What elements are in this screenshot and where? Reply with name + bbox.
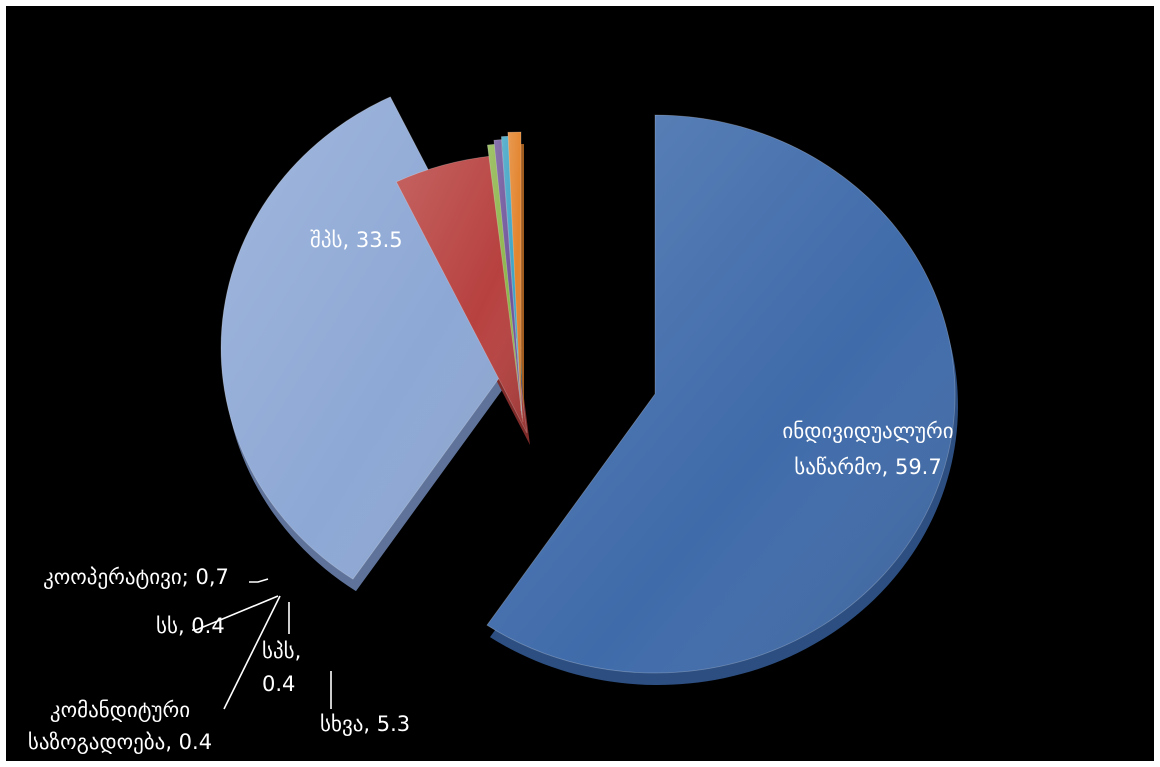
slice-shading [507, 132, 521, 411]
slice-shading [487, 144, 523, 422]
label-leader-line [249, 578, 269, 583]
pie-chart: ინდივიდუალური საწარმო, 59.7 შპს, 33.5 სხვა,… [28, 96, 959, 754]
slice-tops [220, 96, 956, 674]
data-label: სს, 0.4 [156, 614, 225, 638]
label-leader-line [192, 595, 279, 631]
slice-shading [493, 139, 522, 418]
data-label: კოოპერატივი; 0,7 [43, 565, 229, 589]
data-label: სხვა, 5.3 [320, 712, 410, 736]
data-label: 0.4 [262, 672, 295, 696]
data-label: ინდივიდუალური [782, 419, 953, 443]
chart-frame: ინდივიდუალური საწარმო, 59.7 შპს, 33.5 სხვა,… [6, 6, 1154, 761]
slice-shading [501, 136, 522, 415]
data-label: სპს, [262, 639, 301, 663]
data-label: შპს, 33.5 [310, 228, 403, 252]
slice-shading [396, 155, 527, 434]
data-label: საზოგადოება, 0.4 [28, 730, 212, 754]
label-leader-line [223, 595, 281, 710]
data-label: კომანდიტური [50, 698, 190, 722]
slice-shading [486, 115, 956, 673]
data-label: საწარმო, 59.7 [794, 455, 941, 479]
